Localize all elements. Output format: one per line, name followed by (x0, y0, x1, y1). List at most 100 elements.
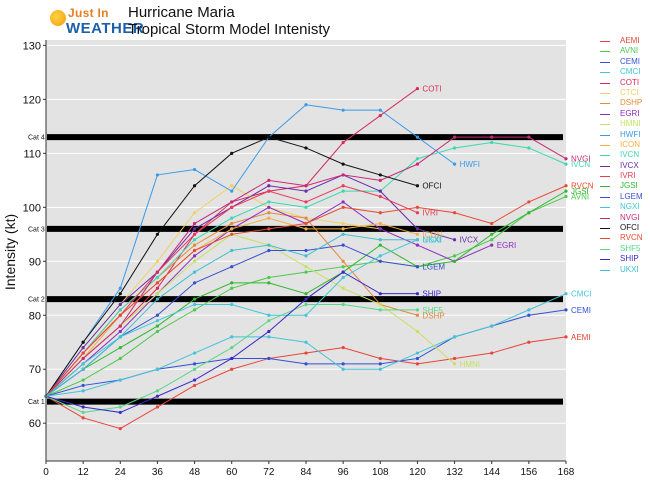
series-end-label: UKXI (422, 236, 441, 245)
series-point (415, 232, 420, 236)
legend-swatch (600, 61, 610, 63)
series-point (192, 227, 197, 231)
legend-label: IVRI (620, 171, 636, 181)
series-point (267, 211, 271, 215)
series-point (192, 308, 197, 312)
legend-swatch (600, 165, 610, 167)
series-point (415, 205, 420, 209)
series-end-label: LGEM (422, 263, 445, 272)
series-point (378, 221, 382, 226)
legend-label: SHIP (620, 254, 639, 264)
series-end-label: IVCX (460, 236, 479, 245)
legend-label: OFCI (620, 223, 640, 233)
series-point (118, 405, 122, 409)
series-point (192, 270, 197, 274)
series-point (192, 248, 197, 253)
series-point (527, 200, 531, 204)
series-point (490, 351, 494, 355)
legend-label: LGEM (620, 191, 643, 201)
series-end-label: IVRI (422, 209, 438, 218)
legend-item: NGXI (600, 202, 650, 212)
series-point (415, 238, 420, 242)
legend-label: HWFI (620, 129, 641, 139)
series-point (118, 286, 122, 290)
x-tick-label: 84 (300, 467, 312, 478)
series-point (415, 227, 420, 231)
series-point (341, 205, 345, 209)
legend-label: JGSI (620, 181, 638, 191)
legend-label: IVCN (620, 150, 640, 160)
legend-item: SHIP (600, 254, 650, 264)
series-point (415, 86, 420, 91)
series-point (155, 259, 160, 263)
series-point (452, 162, 457, 166)
series-end-label: SHF5 (422, 306, 443, 315)
series-point (378, 189, 382, 193)
legend-label: CEMI (620, 56, 640, 66)
series-point (192, 351, 197, 355)
legend-label: CMCI (620, 67, 641, 77)
legend-item: IVRI (600, 171, 650, 181)
legend-swatch (600, 134, 610, 136)
series-point (304, 221, 308, 226)
series-line (45, 104, 455, 397)
axes: 60 70 80 90 100 110 120 130 0 12 24 36 48 60 72 84 96 108… (23, 40, 575, 478)
series-point (304, 103, 308, 107)
series-point (341, 302, 345, 307)
series-point (378, 227, 382, 231)
series-point (230, 302, 234, 307)
just-in-weather-logo: Just In WEATHER (50, 6, 144, 42)
legend-swatch (600, 196, 610, 198)
series-point (415, 308, 420, 312)
series-point (192, 211, 197, 215)
series-end-label: RVCN (571, 182, 594, 191)
series-point (341, 362, 345, 366)
series-point (527, 340, 531, 344)
series-point (155, 329, 160, 334)
legend-item: CTCI (600, 88, 650, 98)
series-point (118, 324, 122, 328)
legend-label: ICON (620, 139, 640, 149)
legend-item: CMCI (600, 67, 650, 77)
series-point (415, 135, 420, 139)
series-point (267, 200, 271, 204)
series-point (230, 286, 234, 290)
series-point (267, 135, 271, 139)
series-point (304, 351, 308, 355)
legend-swatch (600, 176, 610, 178)
legend-swatch (600, 186, 610, 188)
series-point (341, 243, 345, 247)
series-point (230, 216, 234, 220)
series-end-label: AVNI (571, 193, 589, 202)
series-point (415, 329, 420, 334)
series-point (81, 340, 85, 344)
series-point (118, 346, 122, 350)
legend-swatch (600, 92, 610, 94)
series-point (490, 221, 494, 226)
series-end-label: EGRI (497, 241, 517, 250)
legend-item: COTI (600, 78, 650, 88)
legend-swatch (600, 155, 610, 157)
series-point (304, 227, 308, 231)
series-point (452, 259, 457, 263)
series-point (527, 135, 531, 139)
legend: AEMI AVNI CEMI CMCI COTI CTCI DSHP EGRI HMNI HWFI… (600, 36, 650, 275)
series-point (341, 189, 345, 193)
series-point (267, 216, 271, 220)
series-point (81, 378, 85, 382)
series-point (267, 189, 271, 193)
series-point (304, 270, 308, 274)
series-point (192, 221, 197, 226)
series-point (118, 427, 122, 431)
series-point (155, 275, 160, 280)
series-point (118, 378, 122, 382)
series-point (564, 162, 568, 166)
series-point (118, 313, 122, 317)
series-point (415, 292, 420, 296)
legend-item: HWFI (600, 130, 650, 140)
series-point (415, 265, 420, 269)
series-point (304, 248, 308, 253)
series-point (341, 367, 345, 371)
series-point (267, 329, 271, 334)
series-point (81, 362, 85, 366)
